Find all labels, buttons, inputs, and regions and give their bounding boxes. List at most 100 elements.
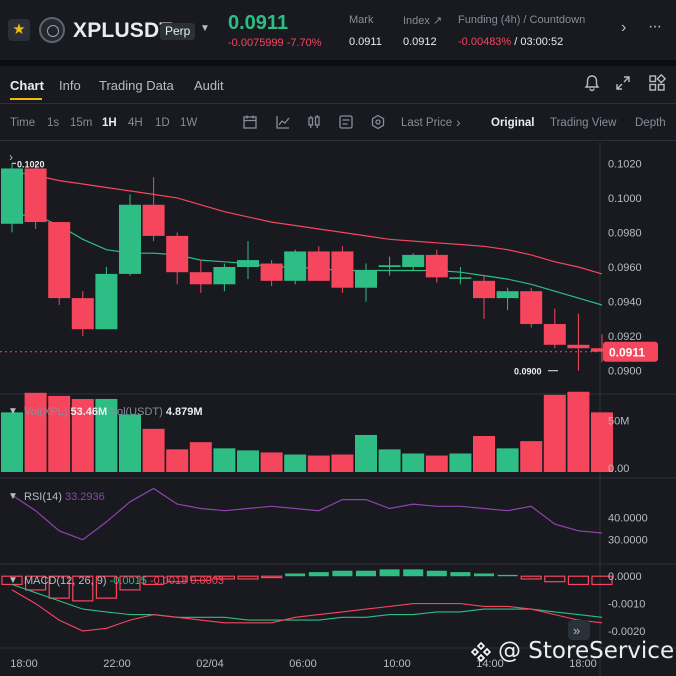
time-label[interactable]: Time bbox=[10, 117, 36, 129]
candle-body bbox=[591, 348, 613, 352]
candle bbox=[142, 177, 165, 242]
volume-bar bbox=[496, 448, 519, 472]
volume-bar bbox=[449, 453, 472, 472]
volume-bar bbox=[260, 452, 283, 472]
macd-tick-label: -0.0020 bbox=[608, 626, 645, 638]
double-chevron-right-icon: » bbox=[573, 623, 580, 638]
price-tick-label: 0.0900 bbox=[608, 366, 642, 378]
index-label[interactable]: Index ↗ bbox=[403, 15, 443, 27]
tab-chart[interactable]: Chart bbox=[10, 78, 44, 93]
symbol-name[interactable]: XPLUSDT bbox=[73, 19, 173, 42]
price-tick-label: 0.0920 bbox=[608, 331, 642, 343]
candle bbox=[473, 275, 495, 319]
interval-1h[interactable]: 1H bbox=[102, 117, 117, 129]
candle-body bbox=[71, 298, 94, 330]
candle-body bbox=[473, 280, 495, 299]
macd-histogram-bar bbox=[450, 572, 471, 577]
interval-4h[interactable]: 4H bbox=[128, 117, 143, 129]
line-chart-icon[interactable] bbox=[275, 114, 291, 130]
macd-histogram-bar bbox=[261, 575, 283, 579]
calendar-icon[interactable] bbox=[242, 114, 258, 130]
interval-1w[interactable]: 1W bbox=[180, 117, 198, 129]
candle bbox=[237, 241, 259, 280]
rsi-line bbox=[11, 487, 603, 541]
high-label: 0.1020 bbox=[17, 159, 45, 169]
candle-body bbox=[260, 263, 283, 281]
price-tick-label: 0.1020 bbox=[608, 158, 642, 170]
interval-1d[interactable]: 1D bbox=[155, 117, 170, 129]
watermark-text: @ StoreService bbox=[498, 638, 675, 664]
tab-audit[interactable]: Audit bbox=[194, 78, 224, 93]
market-header: ★ XPLUSDT Perp ▼ 0.0911 -0.0075999 -7.70… bbox=[0, 0, 676, 60]
tab-trading-data[interactable]: Trading Data bbox=[99, 78, 174, 93]
macd-indicator bbox=[1, 569, 613, 632]
chevron-right-icon[interactable]: › bbox=[621, 19, 627, 36]
indicator-icon[interactable] bbox=[338, 114, 354, 130]
candle-body bbox=[567, 344, 590, 349]
macd-histogram-bar bbox=[25, 575, 47, 591]
time-tick-label: 10:00 bbox=[383, 658, 411, 670]
macd-tick-label: 0.0000 bbox=[608, 571, 642, 583]
bell-icon[interactable] bbox=[583, 74, 601, 92]
candle-body bbox=[496, 291, 519, 299]
volume-bar bbox=[95, 398, 118, 472]
candlestick-icon[interactable] bbox=[306, 114, 322, 130]
macd-line bbox=[11, 589, 603, 632]
volume-bar bbox=[520, 441, 543, 472]
candle bbox=[331, 246, 354, 293]
expand-icon[interactable] bbox=[614, 74, 632, 92]
xpl-coin-logo bbox=[39, 17, 65, 43]
macd-histogram-bar bbox=[213, 575, 235, 580]
candle bbox=[307, 246, 330, 281]
volume-tick-label: 0.00 bbox=[608, 463, 629, 475]
section-divider bbox=[0, 60, 676, 66]
macd-histogram-bar bbox=[544, 575, 566, 583]
price-chart[interactable]: 0.1020 0.1000 0.0980 0.0960 0.0940 0.0920 0.09… bbox=[0, 142, 676, 676]
volume-bar bbox=[213, 448, 236, 472]
candle bbox=[402, 253, 425, 271]
more-icon[interactable]: ··· bbox=[648, 18, 662, 35]
candle bbox=[284, 249, 307, 285]
macd-histogram-bar bbox=[143, 575, 165, 586]
macd-histogram-bar bbox=[190, 575, 212, 581]
interval-1s[interactable]: 1s bbox=[47, 117, 60, 129]
macd-histogram-bar bbox=[403, 569, 424, 577]
candle bbox=[119, 194, 141, 276]
volume-bar bbox=[567, 391, 590, 472]
favorite-star-icon[interactable]: ★ bbox=[8, 19, 30, 41]
price-tick-label: 0.0980 bbox=[608, 227, 642, 239]
volume-bar bbox=[591, 412, 613, 472]
candle-body bbox=[378, 265, 401, 267]
candle bbox=[71, 291, 94, 337]
chart-grid bbox=[0, 142, 676, 676]
candle bbox=[95, 267, 118, 330]
candle-body bbox=[425, 254, 448, 278]
rsi-legend: RSI(14) 33.2936 bbox=[24, 491, 105, 503]
macd-tick-label: -0.0010 bbox=[608, 599, 645, 611]
view-depth[interactable]: Depth bbox=[635, 117, 666, 129]
macd-histogram-bar bbox=[379, 569, 400, 577]
last-price-toggle[interactable]: Last Price bbox=[401, 117, 453, 129]
volume-bar bbox=[355, 434, 377, 472]
candle bbox=[355, 263, 377, 302]
layout-grid-icon[interactable] bbox=[648, 74, 666, 92]
volume-bar bbox=[24, 392, 47, 472]
chevron-right-icon[interactable]: › bbox=[456, 114, 461, 130]
chevron-down-icon[interactable]: ▼ bbox=[200, 23, 210, 34]
tab-info[interactable]: Info bbox=[59, 78, 81, 93]
volume-bars bbox=[1, 391, 613, 472]
volume-bar bbox=[237, 450, 259, 472]
chart-tabs: Chart Info Trading Data Audit bbox=[0, 66, 676, 102]
volume-bar bbox=[284, 454, 307, 472]
time-tick-label: 02/04 bbox=[196, 658, 224, 670]
candle bbox=[425, 249, 448, 283]
view-original[interactable]: Original bbox=[491, 117, 535, 129]
view-trading-view[interactable]: Trading View bbox=[550, 117, 617, 129]
settings-icon[interactable] bbox=[370, 114, 386, 130]
macd-legend: MACD(12, 26, 9) -0.0015 -0.0018 0.0003 bbox=[24, 575, 224, 587]
time-tick-label: 14:00 bbox=[476, 658, 504, 670]
candle-body bbox=[142, 204, 165, 236]
interval-15m[interactable]: 15m bbox=[70, 117, 93, 129]
chart-toolbar: Time 1s 15m 1H 4H 1D 1W Last Price › Ori… bbox=[0, 103, 676, 141]
low-label: 0.0900 bbox=[514, 367, 542, 377]
